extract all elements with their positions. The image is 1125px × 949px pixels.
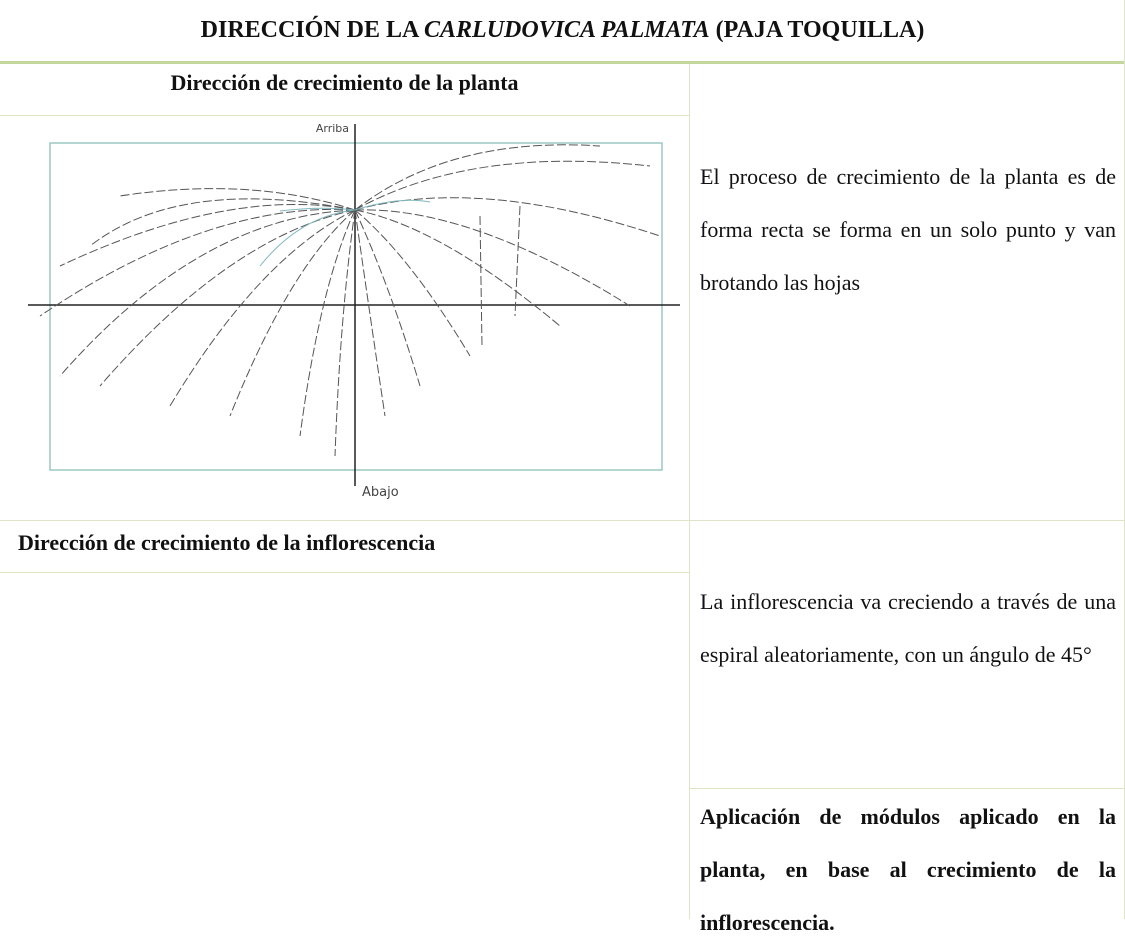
title-suffix: (PAJA TOQUILLA) xyxy=(709,17,925,43)
row-line xyxy=(0,572,689,573)
frame xyxy=(49,142,663,471)
description: La inflorescencia va creciendo a través … xyxy=(700,589,1116,667)
title-italic: CARLUDOVICA PALMATA xyxy=(424,17,710,43)
row-line xyxy=(689,788,1125,789)
note: Aplicación de módulos aplicado en la pla… xyxy=(700,804,1116,935)
title-prefix: DIRECCIÓN DE LA xyxy=(200,17,425,43)
row-header: Dirección de crecimiento de la planta xyxy=(170,70,519,95)
leaf-accents xyxy=(259,199,431,267)
row-header: Dirección de crecimiento de la infloresc… xyxy=(18,530,436,555)
description: El proceso de crecimiento de la planta e… xyxy=(700,164,1116,295)
axis-label: Arriba xyxy=(316,122,349,135)
axis-label: Abajo xyxy=(362,485,399,500)
row-line xyxy=(0,115,689,116)
row-line xyxy=(0,520,1125,521)
table-title: DIRECCIÓN DE LA CARLUDOVICA PALMATA (PAJ… xyxy=(0,0,1125,64)
plant-diagram: Arriba Abajo xyxy=(28,122,680,500)
leaves xyxy=(39,144,661,457)
column-divider xyxy=(689,64,690,919)
